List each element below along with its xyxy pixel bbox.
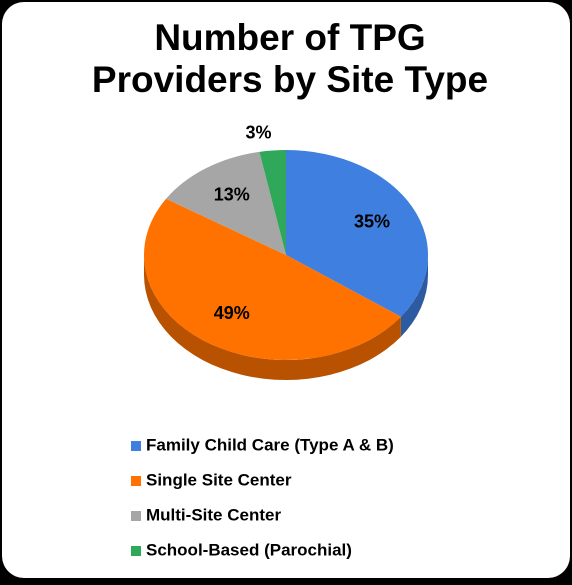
pie-side xyxy=(400,255,428,337)
data-label: 35% xyxy=(354,211,390,231)
chart-title: Number of TPG xyxy=(154,17,425,58)
pie-slice xyxy=(286,150,428,317)
data-label: 49% xyxy=(214,303,250,323)
data-label: 3% xyxy=(245,122,271,142)
legend-label: Single Site Center xyxy=(146,470,292,489)
legend-label: Family Child Care (Type A & B) xyxy=(146,435,394,454)
legend-swatch xyxy=(131,441,141,451)
legend-swatch xyxy=(131,511,141,521)
data-label: 13% xyxy=(214,185,250,205)
chart-title: Providers by Site Type xyxy=(92,59,488,100)
pie-slice xyxy=(259,150,286,255)
legend-swatch xyxy=(131,476,141,486)
legend-label: Multi-Site Center xyxy=(146,505,281,524)
pie-slice xyxy=(166,151,286,255)
pie-side xyxy=(144,255,401,380)
legend-swatch xyxy=(131,546,141,556)
pie-slice xyxy=(144,198,401,360)
legend-label: School-Based (Parochial) xyxy=(146,540,352,559)
